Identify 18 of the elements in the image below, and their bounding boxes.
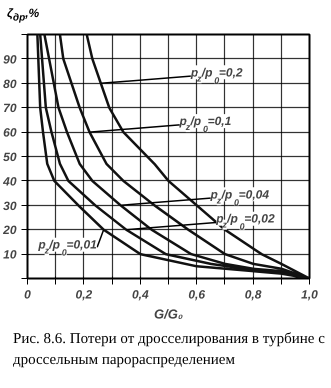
text: Рис. 8.6. Потери от дросселирования в турбине с дроссельным парораспределением <box>13 330 325 370</box>
y-tick-label: 10 <box>3 248 17 262</box>
y-tick-label: 20 <box>2 223 17 238</box>
x-tick-label: 0,8 <box>244 288 262 302</box>
y-tick-label: 40 <box>2 174 17 188</box>
x-axis-title: G/G₀ <box>154 306 183 322</box>
y-tick-label: 50 <box>3 150 17 164</box>
x-tick-label: 0,4 <box>132 288 149 302</box>
y-tick-label: 80 <box>3 76 17 91</box>
y-tick-label: 60 <box>3 126 17 140</box>
y-tick-label: 70 <box>3 101 17 116</box>
y-axis-title: ζ$_{др}$,% <box>7 5 40 26</box>
y-tick-label: 30 <box>3 198 17 213</box>
x-tick-label: 0,2 <box>76 288 93 302</box>
x-tick-label: 0,6 <box>188 288 206 302</box>
x-tick-label: 1,0 <box>301 288 318 302</box>
y-tick-label: 90 <box>3 52 17 66</box>
x-tick-label: 0 <box>24 288 32 302</box>
